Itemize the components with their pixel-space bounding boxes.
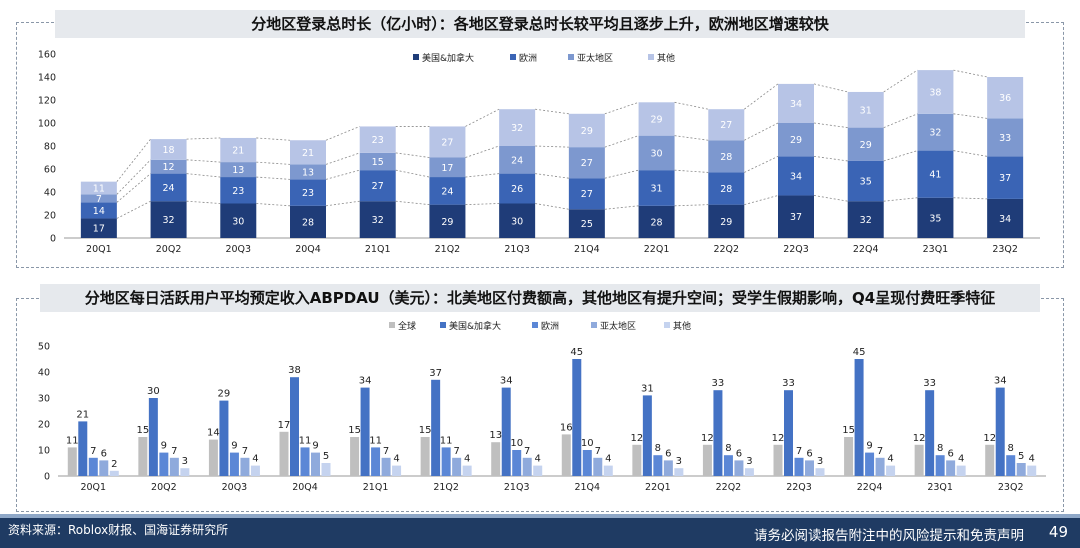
footer (0, 518, 1080, 548)
chart1-title: 分地区登录总时长（亿小时）：各地区登录总时长较平均且逐步上升，欧洲地区增速较快 (55, 10, 1025, 38)
page-number: 49 (1048, 523, 1068, 541)
chart1-panel (16, 22, 1064, 268)
chart2-title: 分地区每日活跃用户平均预定收入ABPDAU（美元）：北美地区付费额高，其他地区有… (40, 284, 1040, 312)
footer-accent-bar (0, 514, 1080, 518)
disclaimer-link[interactable]: 请务必阅读报告附注中的风险提示和免责声明 (754, 528, 1024, 544)
chart2-panel (16, 298, 1064, 512)
source-note: 资料来源：Roblox财报、国海证券研究所 (8, 523, 229, 537)
